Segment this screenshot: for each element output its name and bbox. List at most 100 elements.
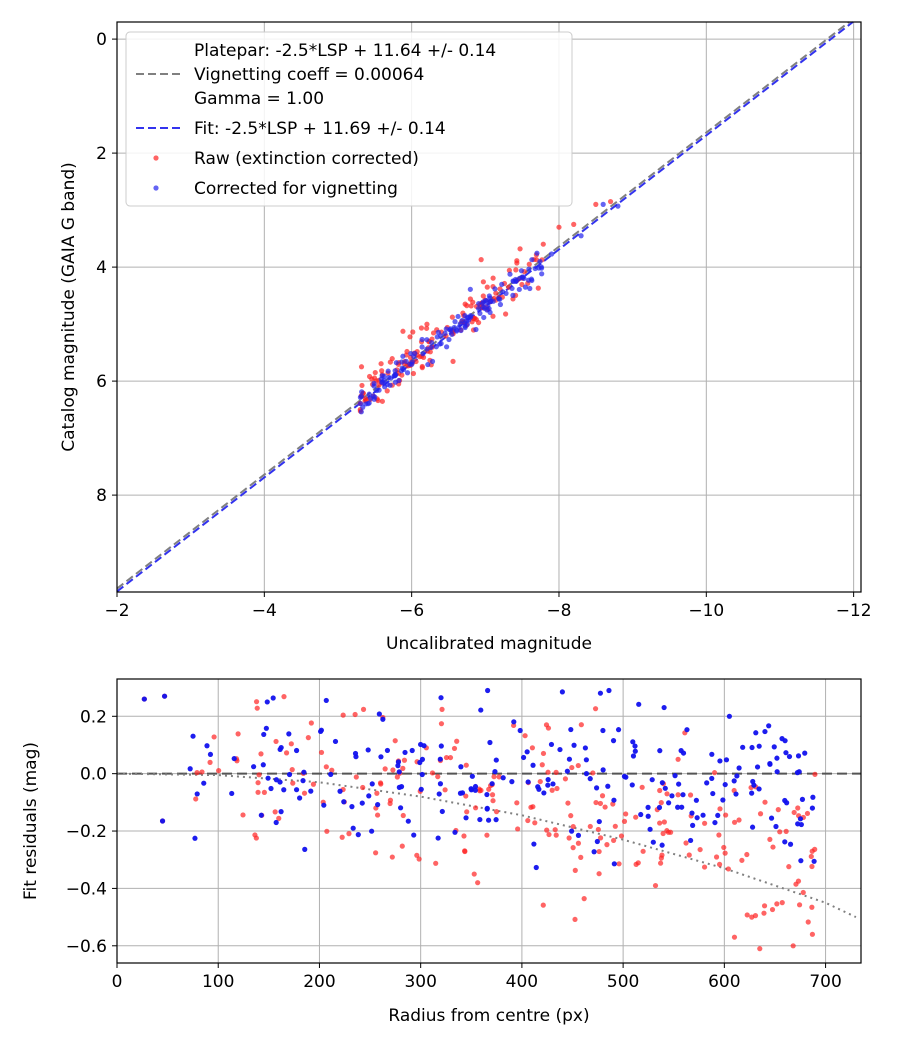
top-vignetting-point [435, 329, 441, 335]
top-vignetting-point [419, 344, 425, 350]
bottom-vignetting-point [799, 796, 806, 802]
top-vignetting-point [438, 340, 444, 347]
bottom-raw-point [796, 902, 803, 908]
bottom-raw-point [235, 731, 241, 737]
bottom-raw-point [373, 850, 379, 856]
top-raw-point [535, 285, 541, 291]
bottom-raw-point [439, 706, 445, 712]
bottom-vignetting-point [525, 779, 531, 785]
bottom-vignetting-point [468, 786, 474, 792]
top-x-tick-label: −4 [252, 601, 277, 621]
bottom-vignetting-point [365, 747, 371, 753]
bottom-vignetting-point [629, 782, 635, 788]
top-vignetting-point [486, 306, 492, 312]
bottom-vignetting-point [700, 812, 706, 818]
bottom-raw-point [261, 789, 267, 796]
bottom-vignetting-point [366, 793, 372, 799]
bottom-raw-point [713, 854, 720, 860]
bottom-vignetting-point [472, 783, 479, 790]
bottom-raw-point [540, 750, 547, 757]
bottom-raw-point [660, 830, 666, 837]
bottom-vignetting-point [678, 748, 684, 754]
top-vignetting-point [396, 377, 402, 384]
top-vignetting-point [424, 337, 430, 343]
top-raw-point [410, 329, 416, 335]
bottom-y-axis-label: Fit residuals (mag) [21, 742, 41, 900]
bottom-raw-point [774, 901, 780, 907]
bottom-raw-point [374, 812, 381, 818]
top-vignetting-point [400, 366, 407, 373]
top-vignetting-point [499, 281, 505, 288]
bottom-raw-point [454, 738, 460, 744]
bottom-raw-point [216, 768, 222, 774]
bottom-raw-point [433, 860, 439, 866]
bottom-raw-point [775, 807, 781, 813]
bottom-raw-point [596, 848, 602, 855]
bottom-vignetting-point [734, 773, 740, 779]
top-vignetting-point [492, 286, 498, 292]
top-vignetting-point [534, 250, 540, 256]
bottom-raw-point [463, 762, 469, 768]
bottom-raw-point [194, 770, 200, 776]
top-raw-point [478, 257, 484, 263]
bottom-raw-point [522, 733, 528, 739]
top-raw-point [493, 290, 499, 296]
bottom-vignetting-point [533, 864, 539, 871]
top-y-tick-label: 0 [96, 30, 107, 50]
bottom-vignetting-point [656, 804, 663, 811]
bottom-raw-point [701, 864, 708, 870]
bottom-vignetting-point [458, 764, 464, 770]
bottom-panel: 0 100 200 300 400 500 600 700 −0.6 −0.4 −0.2 0.0 0.… [21, 678, 862, 1026]
bottom-raw-point [462, 848, 468, 855]
bottom-raw-point [211, 734, 217, 740]
bottom-vignetting-point [594, 838, 600, 845]
bottom-vignetting-point [270, 695, 276, 701]
top-raw-point [480, 293, 486, 299]
top-vignetting-point [376, 387, 382, 393]
bottom-raw-point [570, 823, 576, 830]
bottom-raw-point [475, 880, 481, 886]
bottom-vignetting-point [751, 782, 757, 788]
bottom-vignetting-point [712, 819, 718, 826]
top-vignetting-point [486, 293, 492, 299]
bottom-raw-point [761, 903, 768, 909]
bottom-raw-point [429, 770, 436, 776]
bottom-raw-point [657, 820, 663, 826]
bottom-vignetting-point [583, 757, 589, 763]
bottom-vignetting-point [204, 743, 210, 749]
top-x-axis-label: Uncalibrated magnitude [386, 634, 592, 654]
bottom-raw-point [553, 769, 559, 775]
top-y-axis-label: Catalog magnitude (GAIA G band) [59, 162, 79, 452]
bottom-vignetting-point [809, 805, 816, 811]
bottom-raw-point [616, 861, 622, 867]
bottom-vignetting-point [263, 725, 269, 731]
bottom-vignetting-point [645, 804, 651, 810]
top-vignetting-point [360, 404, 366, 410]
bottom-raw-point [722, 850, 728, 856]
bottom-vignetting-point [341, 799, 347, 805]
bottom-grid [116, 679, 861, 963]
bottom-raw-point [800, 889, 806, 896]
bottom-vignetting-point [676, 781, 682, 787]
bottom-vignetting-point [768, 815, 775, 821]
bottom-raw-point [731, 819, 738, 825]
bottom-y-tick-label: 0.0 [80, 765, 107, 785]
bottom-raw-point [554, 785, 560, 792]
bottom-vignetting-point [369, 828, 375, 834]
bottom-raw-point [273, 738, 279, 745]
bottom-vignetting-point [397, 805, 404, 811]
top-vignetting-point [488, 298, 494, 305]
bottom-raw-point [697, 846, 703, 853]
bottom-x-tick-label: 100 [202, 972, 234, 992]
bottom-vignetting-point [597, 690, 604, 696]
bottom-raw-point [414, 852, 420, 858]
bottom-raw-point [442, 787, 448, 793]
bottom-vignetting-point [630, 739, 636, 745]
bottom-vignetting-point [659, 842, 665, 848]
bottom-raw-point [552, 827, 558, 833]
bottom-vignetting-point [308, 788, 314, 794]
top-raw-point [400, 328, 406, 334]
top-vignetting-point [365, 401, 371, 407]
bottom-raw-point [597, 835, 604, 841]
top-vignetting-point [371, 383, 377, 389]
